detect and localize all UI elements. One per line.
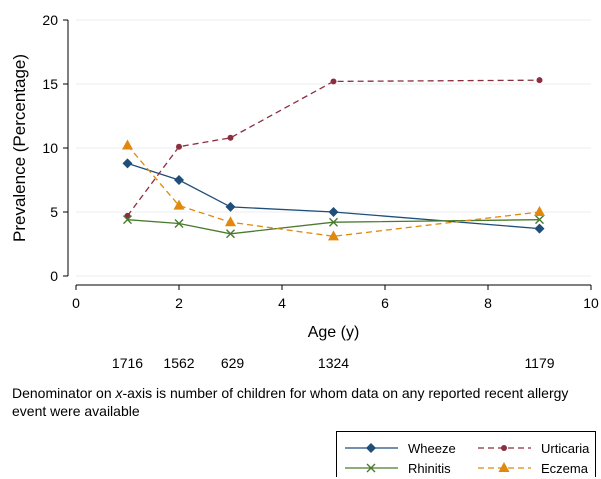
denominator-labels: 1716 1562 629 1324 1179	[112, 355, 555, 371]
data-point-rhinitis	[174, 219, 184, 229]
denominator-note: Denominator on x-axis is number of child…	[12, 384, 597, 420]
note-text-pre: Denominator on	[12, 385, 116, 401]
x-tick-label: 8	[484, 295, 492, 311]
legend-label-urticaria: Urticaria	[541, 441, 590, 456]
data-point-rhinitis	[535, 215, 544, 225]
data-point-urticaria	[227, 134, 234, 141]
gridlines	[76, 19, 591, 277]
legend-label-eczema: Eczema	[541, 461, 589, 476]
y-tick-label: 10	[42, 140, 58, 156]
legend-box	[336, 431, 596, 477]
series-line-urticaria	[126, 79, 540, 217]
denominator-label: 1324	[318, 355, 349, 371]
data-point-eczema	[225, 216, 236, 227]
legend-marker-wheeze	[366, 443, 376, 453]
data-point-wheeze	[328, 207, 339, 217]
denominator-label: 1179	[524, 355, 554, 371]
x-tick-label: 0	[72, 295, 80, 311]
denominator-label: 629	[221, 355, 245, 371]
legend-marker-rhinitis	[366, 463, 376, 473]
legend-marker-urticaria	[501, 445, 507, 451]
denominator-label: 1562	[163, 355, 194, 371]
data-point-eczema	[173, 199, 185, 210]
data-point-wheeze	[122, 158, 133, 169]
data-point-urticaria	[330, 78, 337, 85]
y-axis-title: Prevalence (Percentage)	[10, 54, 29, 242]
y-tick-label: 15	[42, 76, 58, 92]
data-point-rhinitis	[123, 215, 132, 225]
legend-label-wheeze: Wheeze	[408, 441, 456, 456]
data-point-wheeze	[174, 175, 184, 185]
y-tick-label: 5	[50, 204, 58, 220]
data-point-eczema	[328, 230, 339, 241]
x-axis-title: Age (y)	[308, 324, 360, 341]
axes: 0 5 10 15 20 Prevalence (Percentage) 0 2 4 6 8 10 Ag…	[10, 12, 599, 341]
data-point-urticaria	[536, 77, 543, 84]
x-tick-label: 6	[381, 295, 389, 311]
data-point-urticaria	[176, 143, 182, 150]
data-point-eczema	[534, 206, 545, 216]
legend-marker-eczema	[498, 462, 510, 472]
y-tick-label: 20	[42, 12, 58, 28]
data-point-rhinitis	[329, 217, 338, 227]
data-point-wheeze	[534, 223, 545, 234]
x-tick-label: 10	[583, 295, 599, 311]
note-text-post: -axis is number of children for whom dat…	[12, 385, 573, 419]
x-tick-label: 4	[278, 295, 286, 311]
data-point-eczema	[122, 139, 133, 150]
denominator-label: 1716	[112, 355, 143, 371]
legend-label-rhinitis: Rhinitis	[408, 461, 451, 476]
y-tick-label: 0	[50, 268, 58, 284]
data-point-rhinitis	[226, 229, 235, 239]
data-point-wheeze	[225, 201, 236, 212]
x-tick-label: 2	[175, 295, 183, 311]
series-layer	[122, 77, 545, 241]
note-text-italic: x	[115, 385, 123, 401]
legend: Wheeze Urticaria Rhinitis Eczema	[345, 441, 590, 476]
